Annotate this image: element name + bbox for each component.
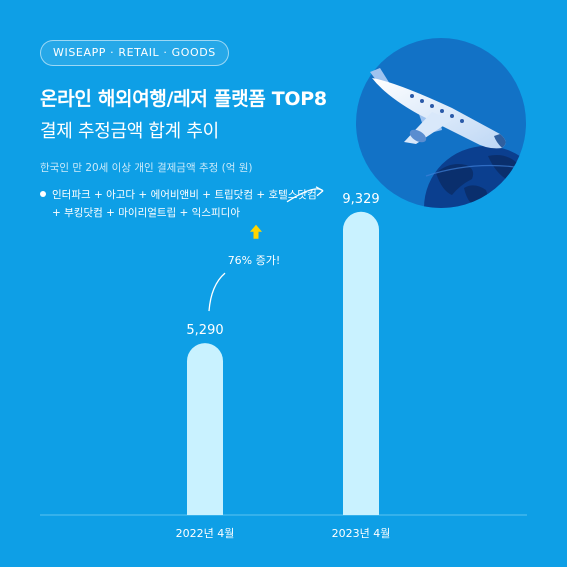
- platform-list-line2: + 부킹닷컴 + 마이리얼트립 + 익스피디아: [52, 207, 240, 219]
- bullet-icon: [40, 191, 46, 197]
- value-label-2: 9,329: [342, 192, 379, 207]
- growth-annotation: 76% 증가!: [228, 254, 281, 267]
- bar-1: [187, 343, 223, 515]
- category-label-1: 2022년 4월: [176, 527, 235, 540]
- platform-list-text1: 인터파크 + 아고다 + 에어비앤비 + 트립닷컴 + 호텔스닷컴: [52, 189, 317, 201]
- chart-subtitle: 결제 추정금액 합계 추이: [40, 121, 219, 142]
- category-label-2: 2023년 4월: [332, 527, 391, 540]
- travel-illustration: [356, 38, 526, 208]
- annotation-curve-left: [208, 272, 226, 312]
- brand-pill: WISEAPP · RETAIL · GOODS: [40, 40, 229, 66]
- chart-title: 온라인 해외여행/레저 플랫폼 TOP8: [40, 88, 327, 110]
- airplane-icon: [370, 68, 506, 149]
- chart-note: 한국인 만 20세 이상 개인 결제금액 추정 (억 원): [40, 162, 253, 174]
- bar-2: [343, 211, 379, 515]
- value-label-1: 5,290: [186, 323, 223, 338]
- up-arrow-icon: [250, 224, 262, 239]
- platform-list: 인터파크 + 아고다 + 에어비앤비 + 트립닷컴 + 호텔스닷컴 + 부킹닷컴…: [40, 186, 317, 222]
- platform-list-line1: 인터파크 + 아고다 + 에어비앤비 + 트립닷컴 + 호텔스닷컴: [40, 186, 317, 204]
- annotation-arrowhead: [315, 186, 324, 197]
